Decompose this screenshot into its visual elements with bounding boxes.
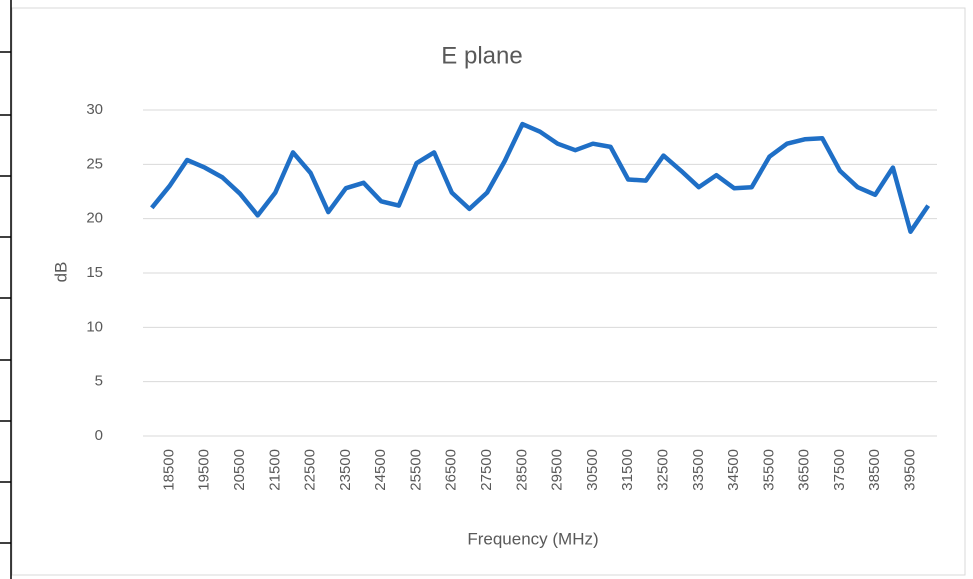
x-tick-label: 18500 (160, 449, 177, 491)
x-axis-title: Frequency (MHz) (467, 529, 598, 548)
x-tick-label: 39500 (902, 449, 919, 491)
x-tick-label: 31500 (619, 449, 636, 491)
y-tick-label: 5 (95, 373, 103, 390)
chart-title: E plane (441, 42, 522, 69)
x-tick-label: 27500 (478, 449, 495, 491)
y-tick-label: 30 (86, 101, 103, 118)
y-tick-label: 20 (86, 210, 103, 227)
x-tick-label: 37500 (831, 449, 848, 491)
x-tick-label: 32500 (654, 449, 671, 491)
x-tick-label: 30500 (584, 449, 601, 491)
x-tick-label: 29500 (549, 449, 566, 491)
table-edge (0, 0, 12, 579)
y-axis-title: dB (51, 262, 70, 283)
x-tick-label: 28500 (513, 449, 530, 491)
data-line (150, 121, 931, 234)
x-tick-label: 19500 (196, 449, 213, 491)
x-tick-label: 25500 (407, 449, 424, 491)
x-tick-label: 21500 (266, 449, 283, 491)
x-tick-label: 20500 (231, 449, 248, 491)
y-tick-label: 0 (95, 427, 103, 444)
x-tick-label: 23500 (337, 449, 354, 491)
x-tick-label: 36500 (796, 449, 813, 491)
x-tick-label: 34500 (725, 449, 742, 491)
x-tick-label: 35500 (760, 449, 777, 491)
x-tick-label: 33500 (690, 449, 707, 491)
x-tick-label: 26500 (443, 449, 460, 491)
x-tick-label: 24500 (372, 449, 389, 491)
y-tick-label: 10 (86, 318, 103, 335)
y-tick-label: 15 (86, 264, 103, 281)
x-tick-label: 38500 (866, 449, 883, 491)
x-tick-label: 22500 (302, 449, 319, 491)
chart-frame (11, 7, 966, 576)
y-tick-label: 25 (86, 155, 103, 172)
